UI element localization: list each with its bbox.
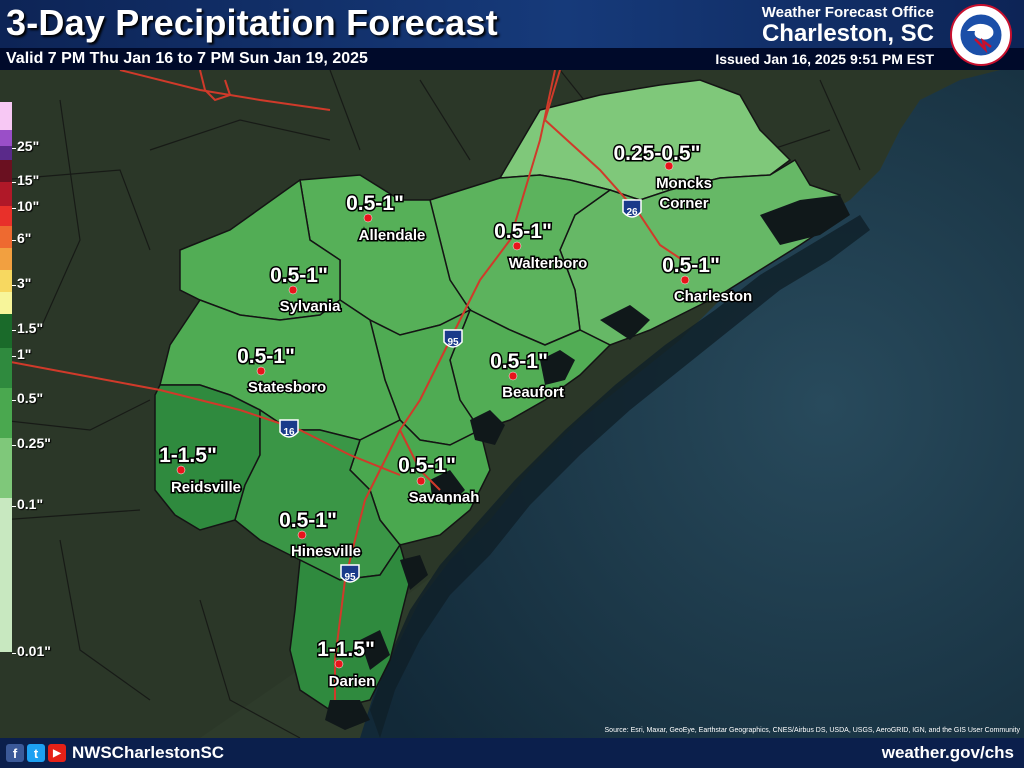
point-darien: 1-1.5" Darien — [316, 637, 377, 692]
city-label: Allendale — [359, 227, 426, 244]
amount-label: 0.5-1" — [237, 345, 295, 368]
interstate-shield-95-south: 95 — [340, 564, 360, 583]
legend-tick — [12, 356, 16, 357]
valid-period: Valid 7 PM Thu Jan 16 to 7 PM Sun Jan 19… — [6, 50, 368, 67]
amount-label: 1-1.5" — [317, 638, 375, 661]
shield-16-label: 16 — [283, 427, 295, 438]
amount-label: 0.5-1" — [662, 254, 720, 277]
legend-tick — [12, 506, 16, 507]
legend-label-3: 3" — [17, 275, 32, 291]
outer-county-lines — [0, 69, 861, 739]
city-label: Moncks — [656, 175, 712, 192]
legend-label-15: 15" — [17, 172, 40, 188]
point-reidsville: 1-1.5" Reidsville — [158, 443, 243, 498]
city-label: Reidsville — [171, 479, 241, 496]
facebook-icon[interactable]: f — [6, 744, 24, 762]
issued-time: Issued Jan 16, 2025 9:51 PM EST — [715, 51, 934, 67]
social-handle[interactable]: NWSCharlestonSC — [72, 743, 225, 762]
valid-period-bar — [0, 48, 1024, 70]
legend-label-0-25: 0.25" — [17, 435, 51, 451]
city-label: Charleston — [674, 288, 752, 305]
legend-label-1: 1" — [17, 346, 32, 362]
interstate-shield-95-north: 95 — [443, 329, 463, 348]
point-hinesville: 0.5-1" Hinesville — [278, 508, 363, 562]
amount-label: 0.5-1" — [279, 509, 337, 532]
city-label: Darien — [329, 673, 376, 690]
point-charleston: 0.5-1" Charleston — [661, 253, 754, 307]
legend-label-6: 6" — [17, 230, 32, 246]
shield-95-label: 95 — [344, 572, 356, 583]
legend-label-0-5: 0.5" — [17, 390, 44, 406]
social-icons: f t ▶ — [6, 744, 66, 762]
nws-logo[interactable] — [945, 3, 1017, 67]
youtube-icon[interactable]: ▶ — [48, 744, 66, 762]
amount-label: 0.5-1" — [490, 350, 548, 373]
legend-label-0-01: 0.01" — [17, 643, 51, 659]
legend-label-0-1: 0.1" — [17, 496, 44, 512]
twitter-icon[interactable]: t — [27, 744, 45, 762]
amount-label: 0.25-0.5" — [613, 142, 700, 165]
legend-tick — [12, 445, 16, 446]
legend-label-10: 10" — [17, 198, 40, 214]
interstate-shield-16: 16 — [279, 419, 299, 438]
legend-label-25: 25" — [17, 138, 40, 154]
amount-label: 1-1.5" — [159, 444, 217, 467]
office-name: Charleston, SC — [761, 20, 934, 47]
legend-tick — [12, 148, 16, 149]
city-label-line2: Corner — [659, 195, 708, 212]
point-moncks-corner: 0.25-0.5" Moncks Corner — [612, 141, 713, 214]
city-label: Statesboro — [248, 379, 326, 396]
legend-tick — [12, 653, 16, 654]
footer-bar — [0, 738, 1024, 768]
map-source-attribution: Source: Esri, Maxar, GeoEye, Earthstar G… — [604, 727, 1020, 734]
point-beaufort: 0.5-1" Beaufort — [489, 349, 566, 403]
city-label: Savannah — [409, 489, 480, 506]
point-savannah: 0.5-1" Savannah — [397, 453, 481, 508]
city-label: Beaufort — [502, 384, 564, 401]
coastal-marsh — [325, 195, 850, 730]
amount-label: 0.5-1" — [346, 192, 404, 215]
shield-26-label: 26 — [626, 207, 638, 218]
point-sylvania: 0.5-1" Sylvania — [269, 263, 343, 317]
city-label: Sylvania — [280, 298, 342, 315]
forecast-points: 0.5-1" Allendale 0.5-1" Walterboro 0.25-… — [158, 141, 754, 692]
point-allendale: 0.5-1" Allendale — [345, 191, 427, 246]
city-label: Walterboro — [509, 255, 588, 272]
precip-legend-bar — [0, 102, 12, 652]
office-label: Weather Forecast Office — [761, 4, 934, 21]
amount-label: 0.5-1" — [398, 454, 456, 477]
legend-tick — [12, 208, 16, 209]
highways — [0, 69, 691, 700]
page-title: 3-Day Precipitation Forecast — [6, 2, 498, 43]
legend-tick — [12, 330, 16, 331]
legend-tick — [12, 400, 16, 401]
point-walterboro: 0.5-1" Walterboro — [493, 219, 589, 274]
zone-mcintosh — [289, 543, 411, 711]
website-link[interactable]: weather.gov/chs — [881, 743, 1014, 762]
amount-label: 0.5-1" — [494, 220, 552, 243]
shield-95-label: 95 — [447, 337, 459, 348]
legend-tick — [12, 182, 16, 183]
legend-tick — [12, 240, 16, 241]
legend-tick — [12, 285, 16, 286]
interstate-shield-26: 26 — [622, 199, 642, 218]
point-statesboro: 0.5-1" Statesboro — [236, 344, 328, 398]
amount-label: 0.5-1" — [270, 264, 328, 287]
legend-label-1-5: 1.5" — [17, 320, 44, 336]
city-label: Hinesville — [291, 543, 361, 560]
